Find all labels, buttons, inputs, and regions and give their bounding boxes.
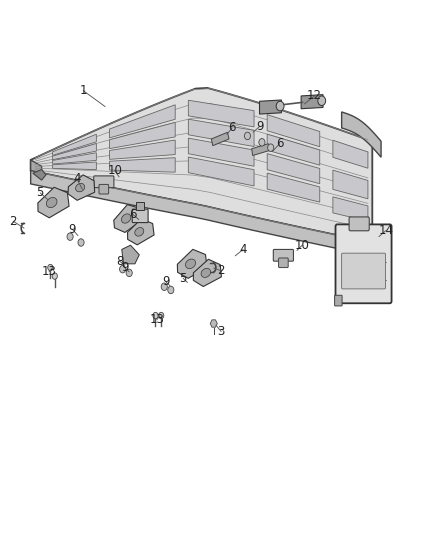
Circle shape <box>48 264 53 271</box>
Text: 6: 6 <box>276 138 283 150</box>
Ellipse shape <box>201 269 211 277</box>
Polygon shape <box>267 115 320 147</box>
Polygon shape <box>333 170 368 199</box>
Polygon shape <box>333 197 368 221</box>
FancyBboxPatch shape <box>349 217 369 231</box>
Polygon shape <box>211 132 229 146</box>
FancyBboxPatch shape <box>99 184 109 194</box>
Polygon shape <box>53 162 96 169</box>
Circle shape <box>268 144 274 151</box>
Polygon shape <box>33 169 46 180</box>
Polygon shape <box>110 158 175 172</box>
Circle shape <box>52 273 57 279</box>
Polygon shape <box>342 112 381 157</box>
Text: 6: 6 <box>228 122 236 134</box>
Polygon shape <box>267 134 320 165</box>
Polygon shape <box>53 134 96 156</box>
Text: 5: 5 <box>37 187 44 199</box>
Circle shape <box>161 283 167 290</box>
Polygon shape <box>188 157 254 186</box>
Text: 2: 2 <box>217 264 225 277</box>
Text: 4: 4 <box>239 243 247 256</box>
Text: 9: 9 <box>162 275 170 288</box>
Circle shape <box>318 96 326 106</box>
Circle shape <box>67 233 73 240</box>
Polygon shape <box>252 144 269 156</box>
Circle shape <box>259 139 265 146</box>
Text: 9: 9 <box>256 120 264 133</box>
Polygon shape <box>127 219 154 245</box>
Polygon shape <box>188 138 254 166</box>
FancyBboxPatch shape <box>336 224 392 303</box>
Circle shape <box>78 239 84 246</box>
Text: 4: 4 <box>73 172 81 185</box>
Text: 2: 2 <box>9 215 17 228</box>
Polygon shape <box>177 249 207 278</box>
Polygon shape <box>267 173 320 202</box>
Text: 13: 13 <box>149 313 164 326</box>
Polygon shape <box>259 100 281 114</box>
Text: 9: 9 <box>121 261 129 274</box>
FancyBboxPatch shape <box>273 249 293 261</box>
Polygon shape <box>188 100 254 127</box>
Ellipse shape <box>185 259 196 269</box>
Polygon shape <box>193 259 222 287</box>
Text: 14: 14 <box>379 224 394 237</box>
Polygon shape <box>53 143 96 160</box>
Polygon shape <box>114 205 142 232</box>
Polygon shape <box>333 140 368 168</box>
Polygon shape <box>110 105 175 138</box>
Polygon shape <box>31 160 42 177</box>
Text: 1: 1 <box>79 84 87 97</box>
Polygon shape <box>110 140 175 159</box>
Circle shape <box>153 312 158 319</box>
Ellipse shape <box>76 183 85 192</box>
Ellipse shape <box>46 198 57 207</box>
Polygon shape <box>122 245 139 264</box>
Polygon shape <box>31 171 372 256</box>
Circle shape <box>276 101 284 111</box>
Text: 6: 6 <box>129 208 137 221</box>
Polygon shape <box>137 202 144 210</box>
Text: 10: 10 <box>295 239 310 252</box>
Polygon shape <box>38 187 69 218</box>
Circle shape <box>126 269 132 277</box>
Ellipse shape <box>135 228 144 236</box>
Polygon shape <box>301 95 323 109</box>
Text: 12: 12 <box>307 90 322 102</box>
Polygon shape <box>210 320 217 327</box>
FancyBboxPatch shape <box>342 253 385 289</box>
Polygon shape <box>31 88 372 243</box>
Polygon shape <box>53 153 96 164</box>
Text: 10: 10 <box>107 164 122 177</box>
Polygon shape <box>267 154 320 184</box>
Text: 13: 13 <box>42 265 57 278</box>
Text: 5: 5 <box>180 272 187 285</box>
Circle shape <box>168 286 174 294</box>
Circle shape <box>159 312 164 319</box>
Polygon shape <box>188 119 254 147</box>
Circle shape <box>244 132 251 140</box>
FancyBboxPatch shape <box>279 258 288 268</box>
FancyBboxPatch shape <box>132 209 148 223</box>
Text: 9: 9 <box>68 223 76 236</box>
Text: 3: 3 <box>218 325 225 338</box>
FancyBboxPatch shape <box>94 176 114 188</box>
Circle shape <box>120 265 126 273</box>
Polygon shape <box>110 123 175 149</box>
Polygon shape <box>68 175 95 200</box>
FancyBboxPatch shape <box>335 295 342 306</box>
Text: 8: 8 <box>116 255 123 268</box>
Ellipse shape <box>121 214 131 223</box>
